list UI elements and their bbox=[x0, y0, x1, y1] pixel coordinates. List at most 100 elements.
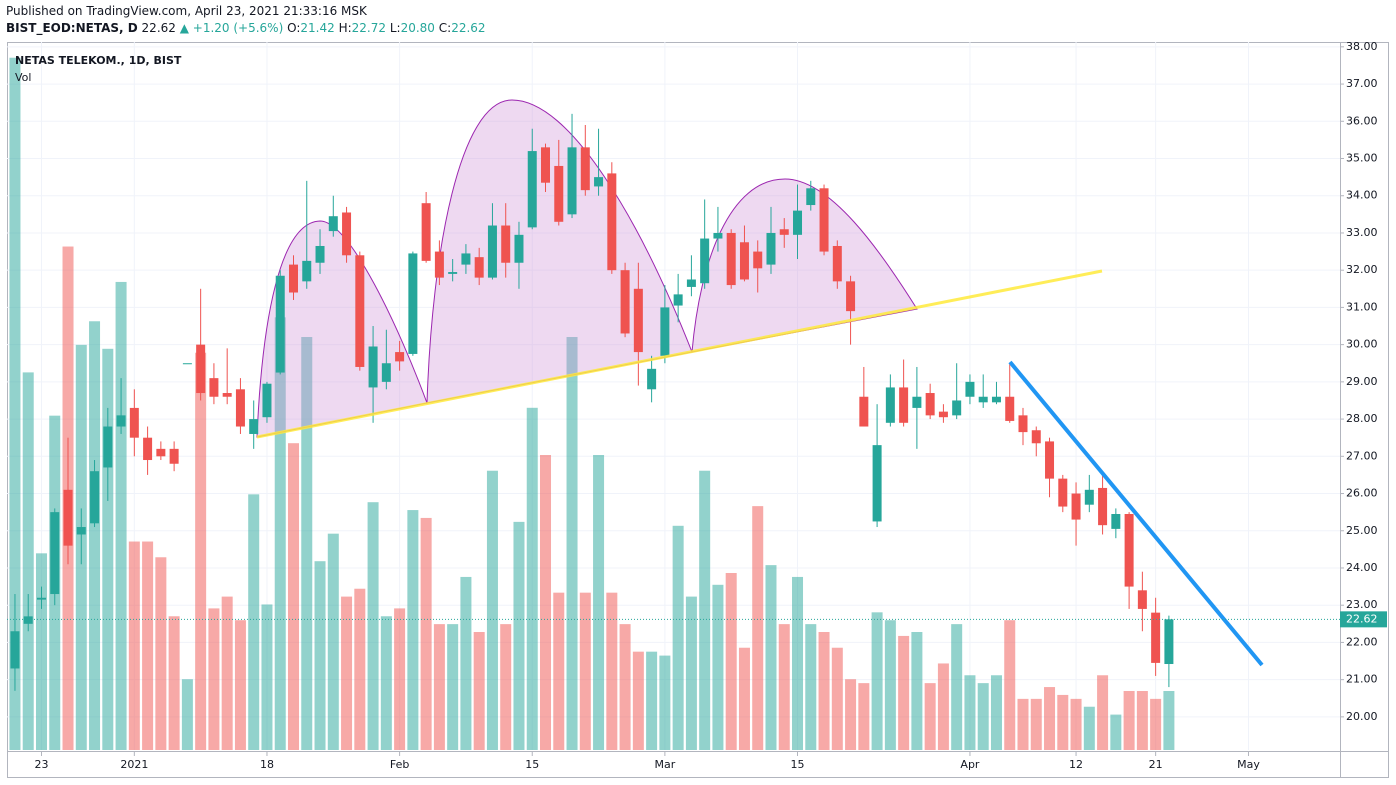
candle-body bbox=[779, 229, 789, 235]
y-tick-label: 38.00 bbox=[1346, 40, 1378, 53]
candle-body bbox=[76, 527, 86, 535]
y-tick-label: 37.00 bbox=[1346, 77, 1378, 90]
volume-bar bbox=[1057, 694, 1069, 750]
ohlc-value: 22.72 bbox=[351, 21, 387, 35]
volume-bar bbox=[115, 281, 127, 750]
candle-body bbox=[302, 260, 312, 282]
candle-body bbox=[1005, 396, 1015, 421]
y-tick-label: 31.00 bbox=[1346, 300, 1378, 313]
last-price-box bbox=[1340, 611, 1387, 628]
volume-bar bbox=[858, 683, 870, 750]
y-tick-label: 23.00 bbox=[1346, 598, 1378, 611]
volume-bar bbox=[128, 541, 140, 750]
volume-bar bbox=[221, 596, 233, 750]
candle-body bbox=[156, 448, 166, 457]
candle-body bbox=[487, 225, 497, 278]
candle-body bbox=[872, 445, 882, 522]
candle-body bbox=[832, 245, 842, 282]
candle-body bbox=[938, 411, 948, 418]
volume-bar bbox=[1110, 714, 1122, 750]
volume-bar bbox=[1004, 620, 1016, 750]
ohlc-value: 21.42 bbox=[300, 21, 335, 35]
volume-bar bbox=[1163, 691, 1175, 750]
x-tick-label: 12 bbox=[1069, 758, 1083, 771]
volume-bar bbox=[181, 679, 193, 750]
volume-bar bbox=[35, 553, 47, 750]
volume-bar bbox=[619, 624, 631, 750]
candle-body bbox=[36, 597, 46, 600]
volume-bar bbox=[911, 632, 923, 750]
trend-line bbox=[1008, 360, 1264, 667]
candle-body bbox=[249, 419, 259, 434]
volume-bar bbox=[540, 455, 552, 750]
candle-body bbox=[527, 151, 537, 228]
volume-bar bbox=[898, 635, 910, 750]
candle-body bbox=[726, 232, 736, 286]
volume-bar bbox=[937, 663, 949, 750]
volume-bar bbox=[301, 337, 313, 750]
volume-bar bbox=[500, 624, 512, 750]
candle-body bbox=[1151, 612, 1161, 663]
candle-body bbox=[1098, 487, 1108, 526]
volume-bar bbox=[566, 337, 578, 750]
volume-bar bbox=[765, 565, 777, 750]
volume-bar bbox=[486, 470, 498, 750]
right-shoulder bbox=[691, 178, 918, 353]
candle-body bbox=[448, 272, 458, 274]
candle-body bbox=[885, 387, 895, 423]
volume-bar bbox=[818, 632, 830, 750]
candle-body bbox=[567, 147, 577, 215]
symbol-line: BIST_EOD:NETAS, D 22.62 ▲ +1.20 (+5.6%) … bbox=[6, 20, 486, 37]
y-tick-label: 36.00 bbox=[1346, 114, 1378, 127]
y-tick-label: 22.00 bbox=[1346, 635, 1378, 648]
candle-body bbox=[395, 352, 405, 362]
candle-body bbox=[991, 396, 1001, 403]
y-tick-label: 30.00 bbox=[1346, 338, 1378, 351]
candle-body bbox=[925, 393, 935, 416]
volume-bar bbox=[433, 624, 445, 750]
candle-body bbox=[899, 387, 909, 423]
chart-title: NETAS TELEKOM., 1D, BIST bbox=[15, 54, 182, 67]
candle-body bbox=[554, 165, 564, 222]
x-tick-label: May bbox=[1237, 758, 1260, 771]
volume-label: Vol bbox=[15, 71, 31, 84]
volume-bar bbox=[725, 573, 737, 750]
candle-body bbox=[355, 255, 365, 367]
symbol: BIST_EOD:NETAS, D bbox=[6, 21, 138, 35]
volume-bar bbox=[659, 655, 671, 750]
volume-bar bbox=[142, 541, 154, 750]
volume-bar bbox=[341, 596, 353, 750]
volume-bar bbox=[977, 683, 989, 750]
candle-body bbox=[275, 275, 285, 373]
ohlc-label: H: bbox=[338, 21, 352, 35]
y-tick-label: 32.00 bbox=[1346, 263, 1378, 276]
header: Published on TradingView.com, April 23, … bbox=[6, 3, 486, 37]
volume-bar bbox=[593, 455, 605, 750]
volume-bar bbox=[102, 348, 114, 750]
volume-bar bbox=[831, 647, 843, 750]
published: Published on TradingView.com, April 23, … bbox=[6, 4, 367, 18]
volume-bar bbox=[1097, 675, 1109, 750]
volume-bar bbox=[407, 510, 419, 750]
candle-body bbox=[434, 251, 444, 278]
volume-bar bbox=[1044, 687, 1056, 750]
candle-body bbox=[222, 393, 232, 397]
volume-bar bbox=[394, 608, 406, 750]
volume-bar bbox=[792, 576, 804, 750]
candle-body bbox=[700, 238, 710, 284]
candle-body bbox=[196, 344, 206, 394]
ohlc-value: 22.62 bbox=[451, 21, 486, 35]
volume-bar bbox=[234, 620, 246, 750]
ohlc-label: O: bbox=[287, 21, 301, 35]
volume-bar bbox=[699, 470, 711, 750]
candle-body bbox=[328, 216, 338, 232]
head bbox=[426, 99, 693, 404]
volume-bar bbox=[685, 596, 697, 750]
volume-bar bbox=[22, 372, 34, 750]
candle-body bbox=[421, 203, 431, 261]
candle-body bbox=[660, 307, 670, 356]
x-tick-label: 2021 bbox=[120, 758, 148, 771]
y-tick-label: 28.00 bbox=[1346, 412, 1378, 425]
volume-bar bbox=[1030, 698, 1042, 750]
volume-bar bbox=[513, 521, 525, 750]
